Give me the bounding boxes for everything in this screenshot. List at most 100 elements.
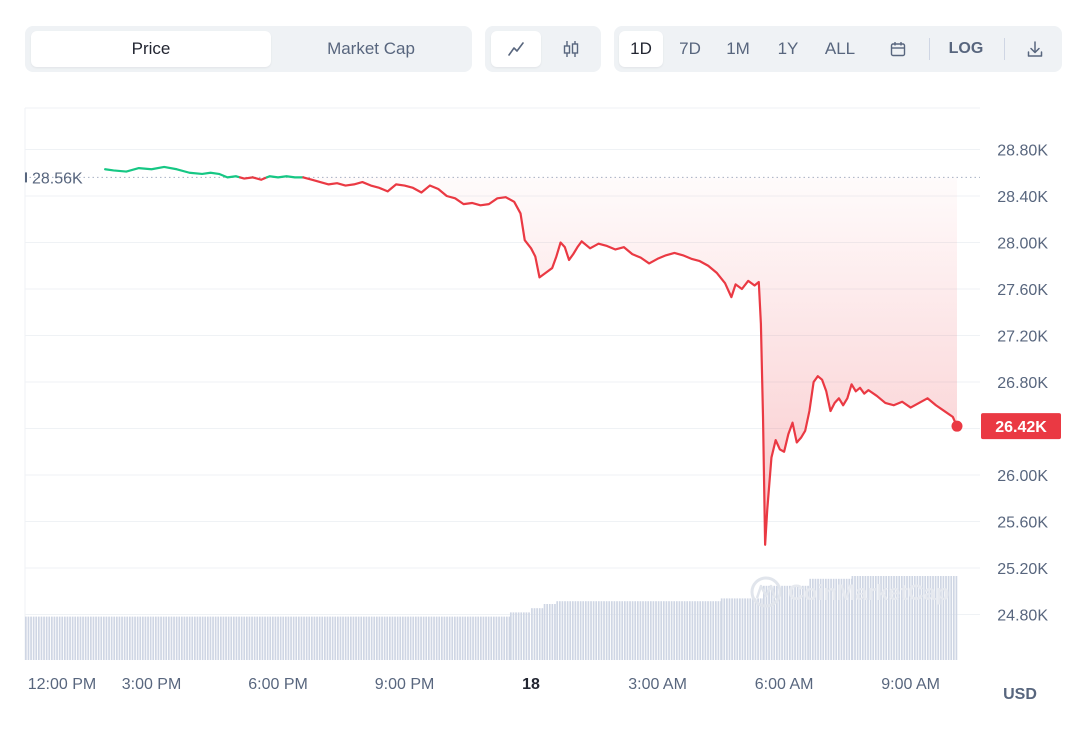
volume-bar [363,616,365,660]
y-tick-label: 28.00K [997,236,1048,253]
volume-bar [720,598,723,660]
x-tick-label: 3:00 AM [628,676,687,693]
volume-bar [807,585,809,660]
volume-bar [546,604,549,660]
y-tick-label: 26.80K [997,375,1048,392]
volume-bar [757,598,759,660]
volume-bar [895,576,898,660]
volume-bar [425,616,428,660]
volume-bar [321,616,324,660]
volume-bar [175,616,178,660]
volume-bar [509,612,512,660]
loss-area [244,177,958,545]
volume-bar [921,576,924,660]
volume-bar [924,576,927,660]
volume-bar [525,612,528,660]
volume-bar [391,616,394,660]
volume-bar [222,616,225,660]
volume-bar [417,616,420,660]
volume-bar [536,608,538,660]
volume-bar [259,616,261,660]
volume-bar [334,616,337,660]
volume-bar [407,616,409,660]
volume-bar [629,601,631,660]
volume-bar [337,616,339,660]
range-1m[interactable]: 1M [726,39,750,58]
volume-bar [554,604,556,660]
volume-bar [394,616,396,660]
download-button[interactable] [1014,31,1056,67]
volume-bar [618,601,621,660]
volume-bar [152,616,155,660]
y-tick-label: 24.80K [997,608,1048,625]
volume-bar [723,598,726,660]
candlestick-icon [563,41,579,57]
volume-bar [272,616,274,660]
volume-bar [874,576,877,660]
volume-bar [48,616,51,660]
volume-bar [851,576,854,660]
volume-bar [649,601,652,660]
volume-bar [381,616,383,660]
volume-bar [683,601,686,660]
volume-bar [186,616,188,660]
current-price-dot[interactable] [951,420,963,432]
volume-bar [147,616,149,660]
range-1d[interactable]: 1D [619,31,663,67]
volume-bar [696,601,699,660]
tab-market-cap[interactable]: Market Cap [327,39,415,58]
volume-bar [634,601,637,660]
volume-bar [300,616,303,660]
volume-bar [181,616,183,660]
volume-bar [142,616,144,660]
volume-bar [123,616,126,660]
volume-bar [279,616,282,660]
volume-bar [533,608,536,660]
tab-price[interactable]: Price [31,31,271,67]
range-7d[interactable]: 7D [679,39,701,58]
volume-bar [571,601,574,660]
volume-bar [538,608,541,660]
volume-bar [869,576,872,660]
volume-bar [69,616,71,660]
calendar-button[interactable] [878,31,918,67]
price-line [104,165,959,546]
volume-bar [900,576,903,660]
volume-bar [701,601,704,660]
range-1y[interactable]: 1Y [777,39,799,58]
volume-bar [376,616,378,660]
volume-bar [856,576,859,660]
candlestick-button[interactable] [547,31,595,67]
open-price-label: 28.56K [32,170,83,187]
y-tick-label: 25.20K [997,561,1048,578]
volume-bar [675,601,678,660]
volume-bar [822,578,825,660]
x-tick-label: 9:00 AM [881,676,940,693]
line-chart-button[interactable] [491,31,541,67]
volume-bar [913,576,916,660]
volume-bar [355,616,357,660]
log-scale-button[interactable]: LOG [948,40,984,57]
volume-bar [422,616,425,660]
volume-bar [136,616,139,660]
volume-bar [566,601,569,660]
volume-bar [670,601,673,660]
volume-bar [196,616,199,660]
volume-bar [952,576,955,660]
volume-bar [485,616,487,660]
volume-bar [490,616,493,660]
volume-bar [763,585,765,660]
range-all[interactable]: ALL [824,39,856,58]
volume-bar [688,601,691,660]
volume-bar [541,608,544,660]
volume-bar [238,616,240,660]
volume-bar [796,585,799,660]
volume-bar [714,601,717,660]
volume-bar [56,616,58,660]
volume-bar [736,598,739,660]
volume-bar [217,616,220,660]
volume-bar [733,598,736,660]
watermark-text: CoinMarketCap [788,580,949,605]
volume-bar [480,616,482,660]
